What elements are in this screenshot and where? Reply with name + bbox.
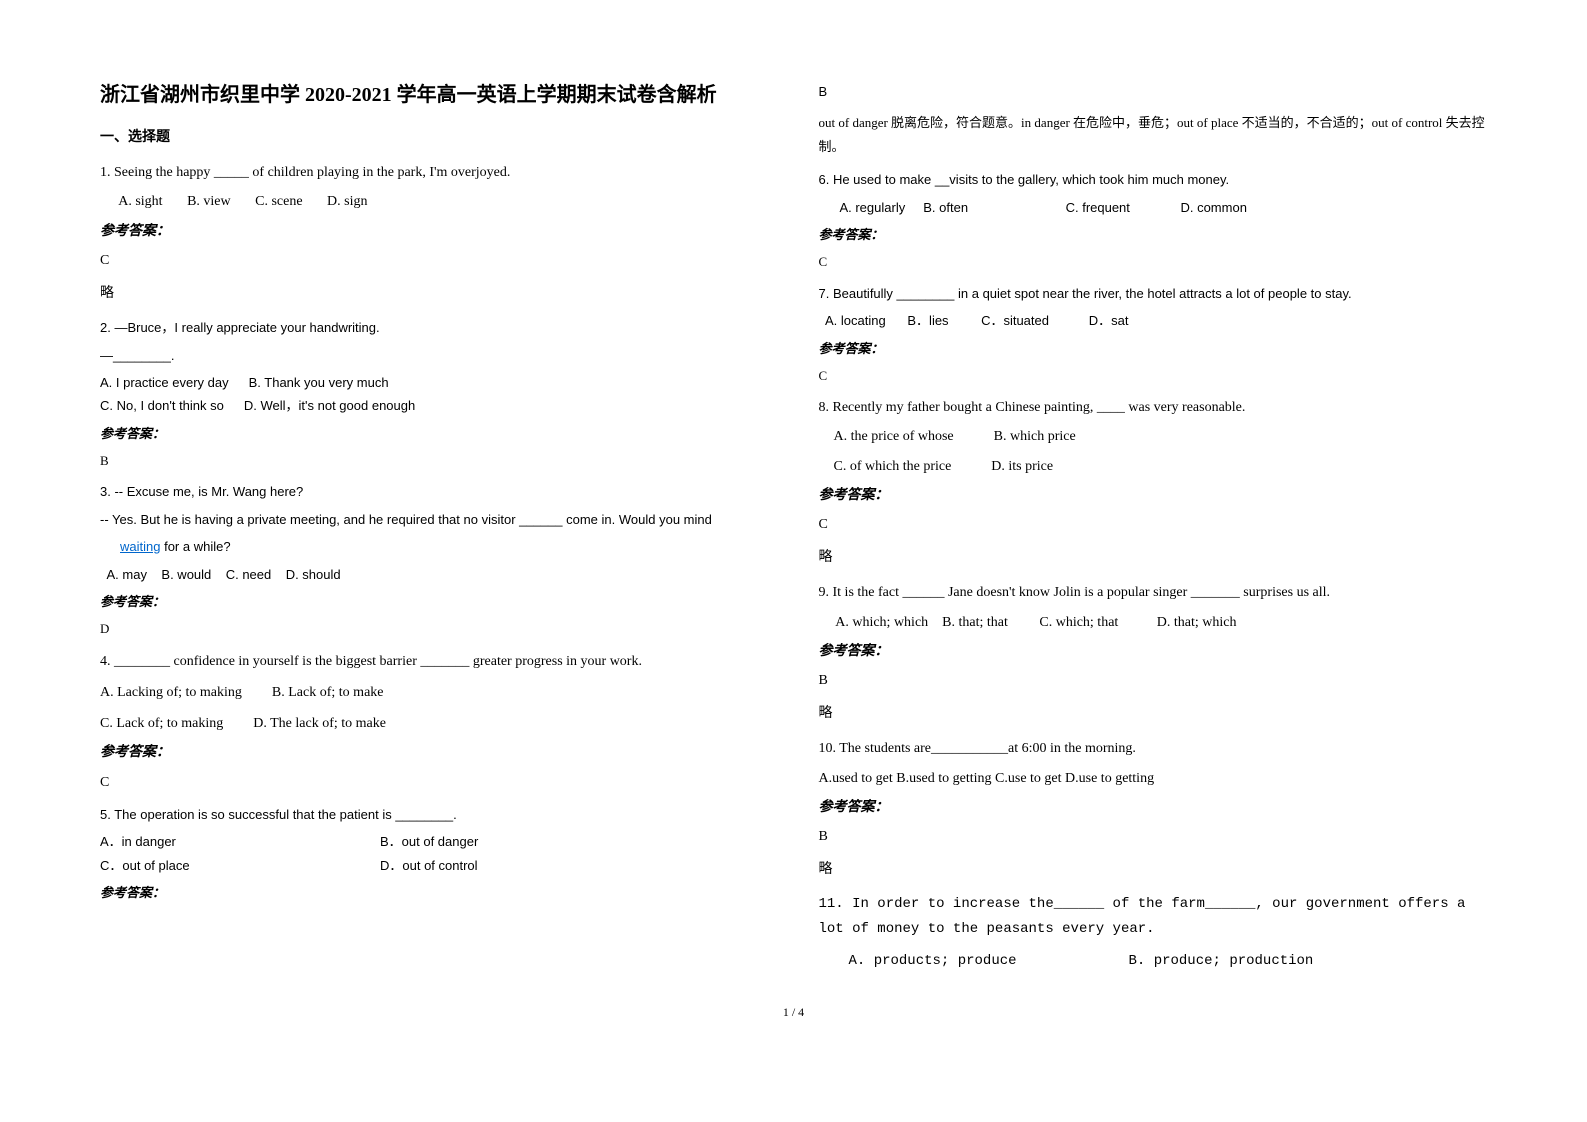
q10-options: A.used to get B.used to getting C.use to… [819,766,1488,791]
answer-label: 参考答案： [100,881,769,904]
q2-text2: —________. [100,344,769,367]
q9-omitted: 略 [819,701,1488,726]
q4-optC: C. Lack of; to making [100,711,223,736]
section-heading: 一、选择题 [100,125,769,150]
q7-text: 7. Beautifully ________ in a quiet spot … [819,282,1488,305]
q4-optB: B. Lack of; to make [272,680,384,705]
q9-options: A. which; which B. that; that C. which; … [819,610,1488,635]
question-8: 8. Recently my father bought a Chinese p… [819,395,1488,570]
q2-text: 2. —Bruce，I really appreciate your handw… [100,316,769,339]
q5-optD: D．out of control [380,854,478,877]
question-11: 11. In order to increase the______ of th… [819,892,1488,974]
q3-text2: -- Yes. But he is having a private meeti… [100,508,769,531]
q10-text: 10. The students are___________at 6:00 i… [819,736,1488,761]
question-6: 6. He used to make __visits to the galle… [819,168,1488,274]
q8-omitted: 略 [819,545,1488,570]
q3-text3b: for a while? [160,539,230,554]
answer-label: 参考答案： [819,223,1488,246]
answer-label: 参考答案： [819,639,1488,664]
q1-omitted: 略 [100,281,769,306]
q2-optC: C. No, I don't think so [100,394,224,417]
q11-optA: A. products; produce [849,949,1129,974]
q3-answer: D [100,617,769,640]
q10-omitted: 略 [819,857,1488,882]
q8-optD: D. its price [991,454,1053,479]
question-4: 4. ________ confidence in yourself is th… [100,649,769,795]
answer-label: 参考答案： [819,483,1488,508]
document-title: 浙江省湖州市织里中学 2020-2021 学年高一英语上学期期末试卷含解析 [100,80,769,110]
q4-answer: C [100,770,769,795]
q5-optB: B．out of danger [380,830,478,853]
question-3: 3. -- Excuse me, is Mr. Wang here? -- Ye… [100,480,769,640]
q8-optC: C. of which the price [834,454,952,479]
q4-optD: D. The lack of; to make [253,711,386,736]
q5-answer: B [819,80,1488,103]
q2-optB: B. Thank you very much [249,371,389,394]
q3-underline: waiting [120,539,160,554]
q8-optA: A. the price of whose [834,424,954,449]
page-number: 1 / 4 [100,1002,1487,1024]
q3-text: 3. -- Excuse me, is Mr. Wang here? [100,480,769,503]
question-10: 10. The students are___________at 6:00 i… [819,736,1488,882]
q4-text: 4. ________ confidence in yourself is th… [100,649,769,674]
q2-optD: D. Well，it's not good enough [244,394,415,417]
page-container: 浙江省湖州市织里中学 2020-2021 学年高一英语上学期期末试卷含解析 一、… [100,80,1487,982]
q8-text: 8. Recently my father bought a Chinese p… [819,395,1488,420]
question-1: 1. Seeing the happy _____ of children pl… [100,160,769,306]
q2-answer: B [100,449,769,472]
q2-optA: A. I practice every day [100,371,229,394]
q6-text: 6. He used to make __visits to the galle… [819,168,1488,191]
q9-answer: B [819,668,1488,693]
q11-optB: B. produce; production [1129,949,1314,974]
answer-label: 参考答案： [819,337,1488,360]
question-7: 7. Beautifully ________ in a quiet spot … [819,282,1488,388]
q8-optB: B. which price [994,424,1076,449]
q5-text: 5. The operation is so successful that t… [100,803,769,826]
q6-options: A. regularly B. often C. frequent D. com… [819,196,1488,219]
question-9: 9. It is the fact ______ Jane doesn't kn… [819,580,1488,726]
answer-label: 参考答案： [819,795,1488,820]
q4-optA: A. Lacking of; to making [100,680,242,705]
question-5: 5. The operation is so successful that t… [100,803,769,905]
q1-text: 1. Seeing the happy _____ of children pl… [100,160,769,185]
answer-label: 参考答案： [100,422,769,445]
q7-options: A. locating B．lies C．situated D．sat [819,309,1488,332]
answer-label: 参考答案： [100,219,769,244]
q11-text: 11. In order to increase the______ of th… [819,892,1488,942]
q9-text: 9. It is the fact ______ Jane doesn't kn… [819,580,1488,605]
q5-optA: A．in danger [100,830,380,853]
q1-options: A. sight B. view C. scene D. sign [100,189,769,214]
question-2: 2. —Bruce，I really appreciate your handw… [100,316,769,472]
q8-answer: C [819,512,1488,537]
q6-answer: C [819,250,1488,273]
q3-text3: waiting for a while? [100,535,769,558]
q3-options: A. may B. would C. need D. should [100,563,769,586]
q5-optC: C．out of place [100,854,380,877]
q5-explanation: out of danger 脱离危险，符合题意。in danger 在危险中，垂… [819,111,1488,158]
left-column: 浙江省湖州市织里中学 2020-2021 学年高一英语上学期期末试卷含解析 一、… [100,80,769,982]
q7-answer: C [819,364,1488,387]
q10-answer: B [819,824,1488,849]
answer-label: 参考答案： [100,740,769,765]
q1-answer: C [100,248,769,273]
answer-label: 参考答案： [100,590,769,613]
right-column: B out of danger 脱离危险，符合题意。in danger 在危险中… [819,80,1488,982]
